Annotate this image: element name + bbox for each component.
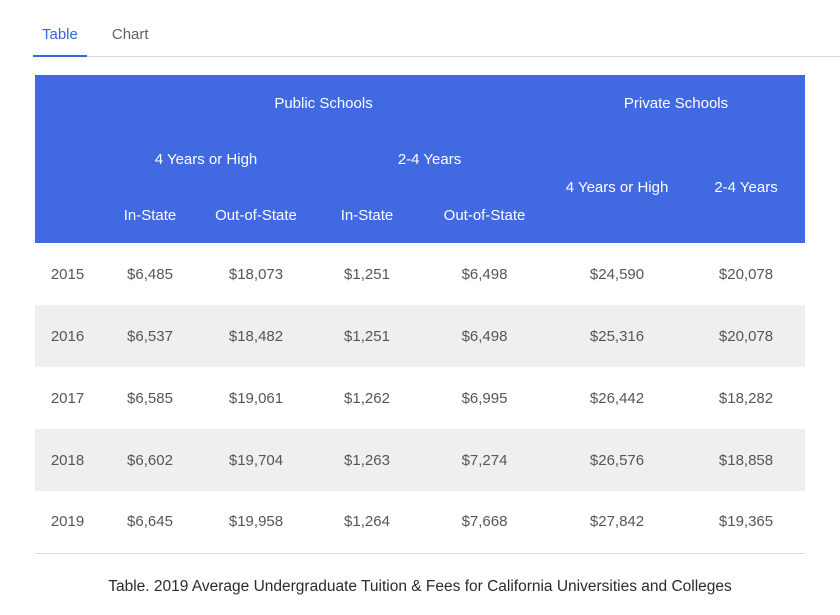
year-cell: 2019: [35, 491, 100, 554]
table-row-2016: 2016 $6,537 $18,482 $1,251 $6,498 $25,31…: [35, 305, 806, 367]
data-cell: $19,365: [687, 491, 806, 554]
header-instate-24yr: In-State: [312, 187, 422, 243]
table-body: 2015 $6,485 $18,073 $1,251 $6,498 $24,59…: [35, 243, 806, 554]
tuition-table: Public Schools Private Schools 4 Years o…: [35, 75, 806, 554]
data-cell: $25,316: [589, 327, 645, 345]
header-instate-4yr: In-State: [100, 187, 200, 243]
data-cell: $1,251: [344, 327, 390, 345]
data-cell: $27,842: [547, 491, 688, 554]
data-cell: $19,061: [228, 389, 284, 407]
data-cell: $6,498: [461, 327, 508, 345]
data-cell: $6,537: [127, 327, 173, 345]
tab-table[interactable]: Table: [33, 26, 87, 57]
header-outofstate-24yr: Out-of-State: [422, 187, 548, 243]
header-corner-cell: [35, 75, 100, 243]
table-caption: Table. 2019 Average Undergraduate Tuitio…: [108, 577, 732, 595]
data-cell: $6,585: [127, 389, 173, 407]
header-row-columns: In-State Out-of-State In-State Out-of-St…: [35, 187, 805, 243]
header-private-4years: 4 Years or High: [547, 131, 688, 243]
data-cell: $6,498: [461, 265, 508, 283]
table-row-2015: 2015 $6,485 $18,073 $1,251 $6,498 $24,59…: [35, 243, 805, 305]
data-cell: $1,251: [344, 265, 390, 283]
header-row-subgroups: 4 Years or High 2-4 Years 4 Years or Hig…: [35, 131, 806, 243]
year-cell: 2017: [50, 389, 85, 407]
data-cell: $26,576: [589, 451, 645, 469]
data-cell: $18,073: [228, 265, 284, 283]
header-public-schools: Public Schools: [100, 75, 548, 131]
data-cell: $7,668: [422, 491, 548, 554]
data-cell: $26,442: [589, 389, 645, 407]
page: Table Chart Public Schools Private Schoo…: [33, 0, 840, 595]
header-private-2-4years: 2-4 Years: [687, 131, 806, 243]
header-public-4years: 4 Years or High: [100, 131, 312, 187]
data-cell: $6,995: [461, 389, 508, 407]
data-cell: $1,263: [344, 451, 390, 469]
table-header: Public Schools Private Schools 4 Years o…: [35, 75, 806, 243]
data-cell: $1,262: [344, 389, 390, 407]
data-cell: $18,482: [228, 327, 284, 345]
tab-chart[interactable]: Chart: [111, 26, 149, 43]
data-cell: $20,078: [718, 265, 774, 283]
data-cell: $1,264: [312, 491, 422, 554]
data-cell: $6,602: [127, 451, 173, 469]
data-cell: $18,282: [718, 389, 774, 407]
year-cell: 2015: [50, 265, 85, 283]
data-cell: $19,958: [200, 491, 312, 554]
data-cell: $6,485: [127, 265, 173, 283]
header-row-groups: Public Schools Private Schools: [35, 75, 806, 243]
header-outofstate-4yr: Out-of-State: [200, 187, 312, 243]
data-cell: $7,274: [461, 451, 508, 469]
data-cell: $19,704: [228, 451, 284, 469]
tab-bar: Table Chart: [33, 0, 840, 57]
header-public-2-4years: 2-4 Years: [312, 131, 548, 187]
year-cell: 2018: [50, 451, 85, 469]
data-cell: $6,645: [100, 491, 200, 554]
year-cell: 2016: [50, 327, 85, 345]
table-row-2018: 2018 $6,602 $19,704 $1,263 $7,274 $26,57…: [35, 429, 806, 491]
data-cell: $24,590: [589, 265, 645, 283]
header-private-schools: Private Schools: [547, 75, 806, 131]
table-row-2019: 2019 $6,645 $19,958 $1,264 $7,668 $27,84…: [35, 491, 806, 554]
data-cell: $18,858: [718, 451, 774, 469]
data-cell: $20,078: [718, 327, 774, 345]
table-row-2017: 2017 $6,585 $19,061 $1,262 $6,995 $26,44…: [35, 367, 805, 429]
